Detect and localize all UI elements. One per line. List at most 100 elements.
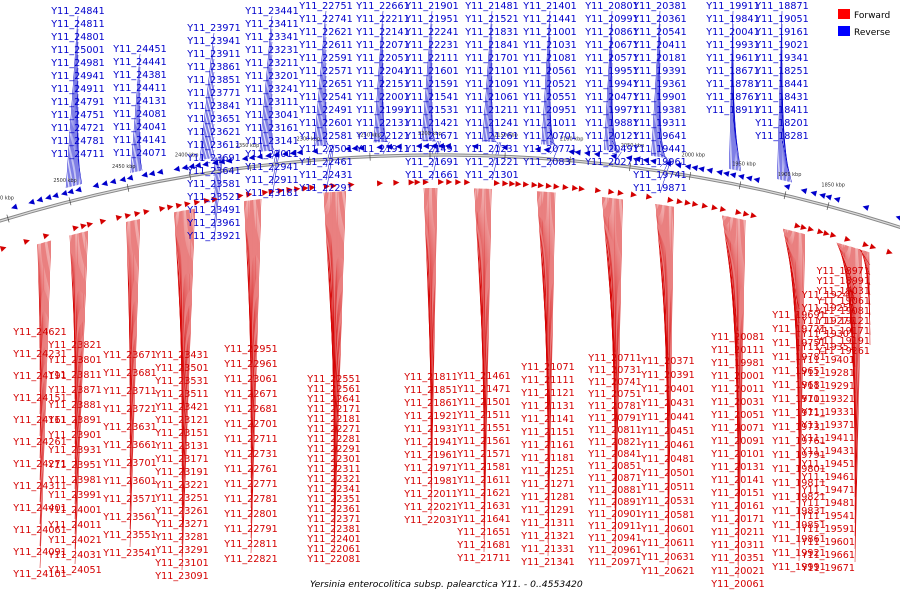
forward-gene-label: Y11_24311 (12, 481, 66, 492)
forward-gene-arrow (72, 225, 79, 232)
forward-leader-line (614, 199, 621, 533)
forward-leader-line (250, 199, 259, 524)
reverse-gene-label: Y11_21901 (404, 1, 458, 12)
forward-gene-arrow (817, 228, 824, 235)
reverse-leader-line (549, 145, 560, 168)
reverse-gene-label: Y11_18411 (754, 105, 808, 116)
forward-gene-label: Y11_22301 (306, 454, 360, 465)
reverse-gene-arrow (444, 143, 451, 150)
coordinate-tick-label: 2100 kbp (560, 137, 584, 143)
reverse-gene-arrow (395, 143, 402, 150)
reverse-leader-line (260, 28, 273, 152)
forward-gene-label: Y11_22701 (223, 419, 277, 430)
forward-gene-arrow (323, 183, 330, 190)
reverse-gene-label: Y11_21211 (464, 105, 518, 116)
reverse-leader-line (212, 149, 215, 159)
reverse-gene-arrow (501, 144, 508, 151)
forward-gene-label: Y11_21571 (456, 449, 510, 460)
forward-gene-arrow (630, 191, 637, 198)
forward-leader-line (181, 208, 194, 558)
reverse-gene-arrow (344, 145, 351, 152)
forward-leader-line (547, 192, 555, 544)
forward-leader-line (129, 219, 137, 494)
reverse-leader-line (611, 75, 613, 151)
forward-gene-label: Y11_20091 (710, 436, 764, 447)
forward-gene-label: Y11_20811 (587, 425, 641, 436)
reverse-gene-arrow (895, 215, 900, 222)
forward-gene-arrow (794, 222, 801, 229)
forward-leader-line (614, 198, 617, 497)
coordinate-tick-label: 2550 kbp (0, 195, 14, 201)
reverse-leader-line (259, 15, 273, 152)
forward-gene-label: Y11_23571 (102, 494, 156, 505)
reverse-gene-arrow (225, 157, 233, 164)
forward-gene-label: Y11_19431 (801, 446, 855, 457)
forward-leader-line (614, 198, 618, 509)
forward-leader-line (737, 219, 745, 566)
forward-gene-label: Y11_19981 (710, 358, 764, 369)
reverse-gene-label: Y11_22051 (355, 53, 409, 64)
reverse-leader-line (323, 101, 327, 146)
forward-leader-line (181, 209, 188, 493)
forward-gene-label: Y11_21611 (456, 475, 510, 486)
coordinate-tick-mark (6, 214, 10, 223)
forward-gene-label: Y11_22171 (306, 404, 360, 415)
reverse-gene-label: Y11_21401 (522, 1, 576, 12)
forward-gene-arrow (571, 184, 579, 191)
reverse-gene-label: Y11_24071 (112, 148, 166, 159)
forward-gene-label: Y11_21311 (520, 518, 574, 529)
forward-gene-label: Y11_22731 (223, 449, 277, 460)
reverse-gene-arrow (625, 155, 633, 162)
forward-gene-label: Y11_20081 (710, 332, 764, 343)
forward-gene-label: Y11_19761 (771, 436, 825, 447)
forward-gene-label: Y11_21581 (456, 462, 510, 473)
reverse-gene-label: Y11_23491 (186, 205, 240, 216)
reverse-gene-label: Y11_19361 (632, 79, 686, 90)
coordinate-tick-label: 2150 kbp (494, 132, 518, 138)
forward-gene-arrow (193, 199, 201, 206)
forward-gene-arrow (203, 198, 210, 204)
forward-gene-label: Y11_19601 (801, 537, 855, 548)
reverse-gene-label: Y11_22501 (298, 144, 352, 155)
forward-gene-label: Y11_22551 (306, 374, 360, 385)
forward-gene-label: Y11_22031 (403, 515, 457, 526)
forward-gene-arrow (86, 221, 94, 228)
forward-gene-label: Y11_23531 (154, 376, 208, 387)
reverse-gene-label: Y11_19941 (584, 79, 638, 90)
reverse-gene-label: Y11_20521 (522, 79, 576, 90)
forward-gene-label: Y11_19241 (801, 290, 855, 301)
backbone-ring (0, 142, 900, 255)
reverse-leader-line (382, 88, 384, 143)
reverse-gene-label: Y11_24381 (112, 70, 166, 81)
reverse-gene-label: Y11_20491 (584, 144, 638, 155)
reverse-leader-line (382, 114, 386, 143)
forward-leader-line (250, 199, 256, 479)
reverse-gene-label: Y11_23141 (244, 136, 298, 147)
forward-gene-label: Y11_20841 (587, 449, 641, 460)
forward-leader-line (39, 242, 46, 459)
forward-leader-line (181, 208, 195, 571)
forward-gene-label: Y11_19701 (771, 394, 825, 405)
forward-gene-label: Y11_20441 (640, 412, 694, 423)
reverse-leader-line (382, 141, 390, 155)
reverse-gene-label: Y11_19161 (754, 27, 808, 38)
forward-gene-label: Y11_21471 (456, 384, 510, 395)
reverse-gene-arrow (737, 173, 745, 180)
reverse-gene-label: Y11_22491 (298, 105, 352, 116)
forward-gene-label: Y11_20431 (640, 398, 694, 409)
reverse-gene-label: Y11_22911 (244, 175, 298, 186)
reverse-leader-line (376, 36, 384, 143)
reverse-gene-label: Y11_20831 (522, 157, 576, 168)
forward-gene-label: Y11_20501 (640, 468, 694, 479)
reverse-gene-label: Y11_23011 (244, 149, 298, 160)
forward-gene-label: Y11_19081 (816, 306, 870, 317)
forward-leader-line (868, 252, 871, 346)
reverse-gene-label: Y11_22121 (355, 131, 409, 142)
coordinate-tick-mark (309, 156, 311, 165)
forward-gene-arrow (143, 209, 150, 216)
reverse-leader-line (213, 157, 220, 216)
reverse-gene-label: Y11_20361 (632, 14, 686, 25)
reverse-gene-label: Y11_20951 (522, 105, 576, 116)
forward-gene-arrow (277, 187, 284, 194)
reverse-leader-line (72, 80, 79, 187)
